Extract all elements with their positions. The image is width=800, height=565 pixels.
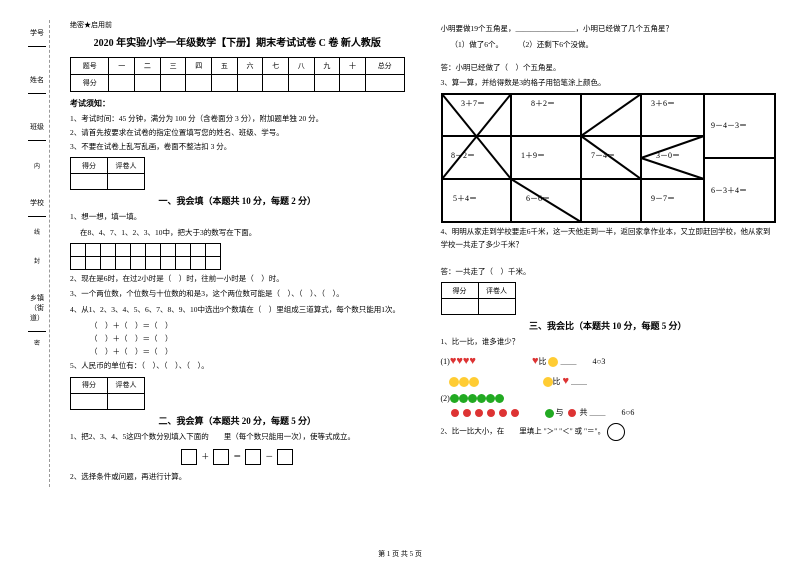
svg-text:3－0＝: 3－0＝ xyxy=(656,151,680,160)
q1b: 在8、4、7、1、2、3、10中，把大于3的数写在下面。 xyxy=(80,227,405,240)
margin-label-1: 学号 xyxy=(25,28,49,38)
margin-note-3: 封 xyxy=(34,256,40,265)
svg-text:3＋6＝: 3＋6＝ xyxy=(651,99,675,108)
q2: 2、现在是6时，在过2小时是（ ）时，往前一小时是（ ）时。 xyxy=(70,273,405,286)
svg-text:7－4＝: 7－4＝ xyxy=(591,151,615,160)
margin-note-2: 线 xyxy=(34,227,40,236)
eq1: （ ）＋（ ）＝（ ） xyxy=(90,320,405,331)
score-table: 题号一二三四五六七八九十总分 得分 xyxy=(70,57,405,92)
svg-text:9－4－3＝: 9－4－3＝ xyxy=(711,121,747,130)
margin-note-1: 内 xyxy=(34,161,40,170)
q7: 2、选择条件或问题，再进行计算。 xyxy=(70,471,405,484)
page-footer: 第 1 页 共 5 页 xyxy=(0,549,800,559)
r-q4: 4、明明从家走到学校要走6千米，这一天他走到一半，返回家拿作业本，又立即赶回学校… xyxy=(441,226,776,252)
eq2: （ ）＋（ ）＝（ ） xyxy=(90,333,405,344)
q6: 1、把2、3、4、5这四个数分别填入下面的 里（每个数只能用一次），使等式成立。 xyxy=(70,431,405,444)
margin-note-4: 密 xyxy=(34,338,40,347)
grader-table-2: 得分评卷人 xyxy=(70,377,145,410)
q5: 5、人民币的单位有：（ ）、（ ）、（ ）。 xyxy=(70,360,405,373)
section-3-title: 三、我会比（本题共 10 分，每题 5 分） xyxy=(441,319,776,332)
svg-text:3＋7＝: 3＋7＝ xyxy=(461,99,485,108)
q4: 4、从1、2、3、4、5、6、7、8、9、10中选出9个数填在（ ）里组成三道算… xyxy=(70,304,405,317)
q3: 3、一个两位数，个位数与十位数的和是3，这个两位数可能是（ ）、（ ）、（ ）。 xyxy=(70,288,405,301)
grader-table-1: 得分评卷人 xyxy=(70,157,145,190)
grader-table-3: 得分评卷人 xyxy=(441,282,516,315)
q1: 1、想一想，填一填。 xyxy=(70,211,405,224)
r-intro: 小明要做19个五角星，________________，小明已经做了几个五角星？ xyxy=(441,23,776,36)
eq3: （ ）＋（ ）＝（ ） xyxy=(90,346,405,357)
margin-label-4: 学校 xyxy=(25,198,49,208)
equation-boxes[interactable]: ＋ ＝ － xyxy=(70,449,405,465)
margin-label-2: 姓名 xyxy=(25,75,49,85)
margin-label-3: 班级 xyxy=(25,122,49,132)
right-column: 小明要做19个五角星，________________，小明已经做了几个五角星？… xyxy=(433,20,776,487)
exam-title: 2020 年实验小学一年级数学【下册】期末考试试卷 C 卷 新人教版 xyxy=(70,34,405,49)
cmp-title: 1、比一比，谁多谁少？ xyxy=(441,336,776,349)
circle-blank[interactable] xyxy=(607,423,625,441)
cmp-q2: 2、比一比大小，在 里填上 "＞" "＜" 或 "＝"。 xyxy=(441,423,776,441)
svg-text:6－6＝: 6－6＝ xyxy=(526,194,550,203)
svg-text:9－7＝: 9－7＝ xyxy=(651,194,675,203)
section-2-title: 二、我会算（本题共 20 分，每题 5 分） xyxy=(70,414,405,427)
compare-rows: (1)♥♥♥♥ ♥比 ＿＿ 4○3 比 ♥ ＿＿ (2) 与 共 ＿＿ 6○6 xyxy=(441,352,776,420)
r-ans4: 答：一共走了（ ）千米。 xyxy=(441,266,776,279)
svg-text:5＋4＝: 5＋4＝ xyxy=(453,194,477,203)
secret-label: 绝密★启用前 xyxy=(70,20,405,30)
color-grid-puzzle: 3＋7＝ 8＋2＝ 3＋6＝ 8－2＝ 1＋9＝ 7－4＝ 3－0＝ 5＋4＝ … xyxy=(441,93,776,223)
svg-text:6－3＋4＝: 6－3＋4＝ xyxy=(711,186,747,195)
notice-title: 考试须知： xyxy=(70,98,405,109)
r-ans1: 答：小明已经做了（ ）个五角星。 xyxy=(441,62,776,75)
notice-rules: 1、考试时间：45 分钟，满分为 100 分（含卷面分 3 分），附加题单独 2… xyxy=(70,113,405,153)
answer-strip[interactable] xyxy=(70,243,221,270)
margin-label-5: 乡镇（街道） xyxy=(25,293,49,323)
svg-text:8＋2＝: 8＋2＝ xyxy=(531,99,555,108)
section-1-title: 一、我会填（本题共 10 分，每题 2 分） xyxy=(70,194,405,207)
svg-text:8－2＝: 8－2＝ xyxy=(451,151,475,160)
left-column: 绝密★启用前 2020 年实验小学一年级数学【下册】期末考试试卷 C 卷 新人教… xyxy=(70,20,413,487)
svg-text:1＋9＝: 1＋9＝ xyxy=(521,151,545,160)
r-opts: （1）做了6个。 （2）还剩下6个没做。 xyxy=(451,39,776,52)
binding-margin: 学号 姓名 班级 内 学校 线 封 乡镇（街道） 密 xyxy=(25,20,50,487)
r-q3: 3、算一算，并给得数是3的格子用铅笔涂上颜色。 xyxy=(441,77,776,90)
